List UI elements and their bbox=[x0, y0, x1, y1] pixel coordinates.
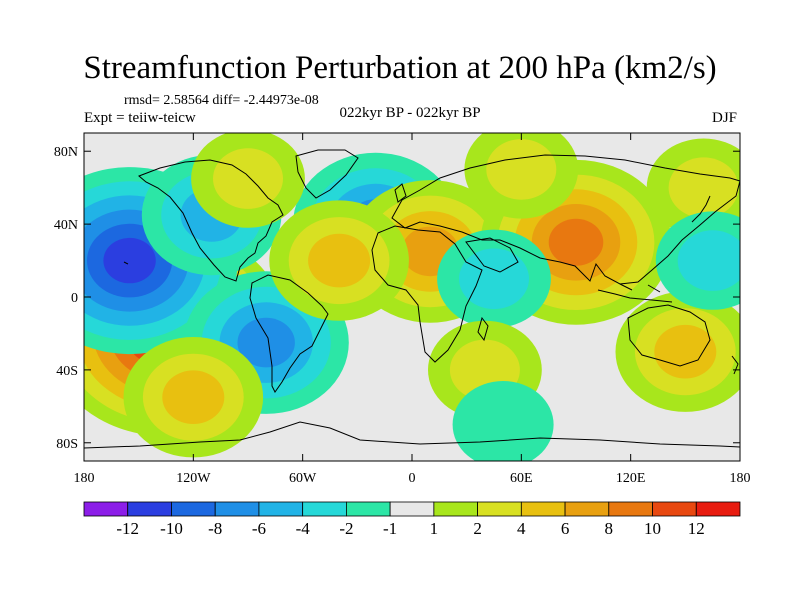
y-axis: 80N 40N 0 40S 80S bbox=[54, 145, 740, 452]
colorbar-label: -1 bbox=[383, 519, 397, 538]
colorbar-label: 2 bbox=[473, 519, 482, 538]
period-label: 022kyr BP - 022kyr BP bbox=[339, 105, 481, 121]
colorbar-swatch bbox=[345, 501, 391, 517]
colorbar-swatch bbox=[171, 501, 216, 517]
contour-feature bbox=[452, 381, 554, 461]
colorbar-swatch bbox=[477, 501, 522, 517]
contour-feature bbox=[269, 200, 409, 321]
contour-feature bbox=[191, 133, 305, 228]
contour-level-fill bbox=[668, 157, 739, 218]
contour-level-fill bbox=[452, 381, 554, 461]
colorbar-swatch bbox=[302, 501, 347, 517]
y-tick-label: 80S bbox=[56, 437, 78, 452]
colorbar-label: 12 bbox=[688, 519, 705, 538]
x-tick-label: 60W bbox=[289, 471, 317, 486]
experiment-label: Expt = teiiw-teicw bbox=[84, 110, 196, 126]
colorbar-label: 1 bbox=[430, 519, 439, 538]
axes: 180 120W 60W 0 60E 120E 180 80N 40N 0 40S 80S bbox=[54, 133, 751, 486]
colorbar-swatch bbox=[214, 501, 260, 517]
coastline-north-america bbox=[138, 159, 284, 282]
colorbar-label: 4 bbox=[517, 519, 526, 538]
coastline-arabia bbox=[465, 237, 519, 273]
coastline-greenland bbox=[295, 149, 359, 199]
colorbar-swatch bbox=[389, 501, 435, 517]
colorbar-label: 10 bbox=[644, 519, 661, 538]
x-tick-label: 60E bbox=[510, 471, 533, 486]
contour-feature bbox=[123, 337, 264, 458]
colorbar-label: -10 bbox=[160, 519, 183, 538]
contour-level-fill bbox=[213, 148, 283, 209]
colorbar-swatch bbox=[83, 501, 129, 517]
coastline-japan bbox=[691, 195, 711, 223]
coastline-australia bbox=[627, 304, 711, 367]
y-tick-label: 40S bbox=[56, 364, 78, 379]
coastline-madagascar bbox=[477, 316, 489, 342]
colorbar-swatch bbox=[564, 501, 610, 517]
coastline-indonesia bbox=[597, 283, 673, 303]
contour-level-fill bbox=[459, 248, 529, 310]
colorbar-label: -12 bbox=[116, 519, 139, 538]
colorbar: -12 -10 -8 -6 -4 -2 -1 1 2 4 6 8 10 12 bbox=[83, 501, 741, 538]
x-axis: 180 120W 60W 0 60E 120E 180 bbox=[74, 133, 751, 486]
colorbar-swatch bbox=[652, 501, 697, 517]
colorbar-label: -8 bbox=[208, 519, 222, 538]
contour-level-fill bbox=[548, 218, 604, 266]
y-tick-label: 0 bbox=[71, 291, 78, 306]
contour-level-fill bbox=[237, 317, 295, 368]
x-tick-label: 120W bbox=[176, 471, 211, 486]
contour-level-fill bbox=[486, 139, 557, 200]
contour-level-fill bbox=[654, 324, 717, 379]
coastline-antarctica bbox=[84, 421, 740, 449]
season-label: DJF bbox=[712, 110, 738, 126]
coastline-new-zealand bbox=[731, 355, 739, 375]
x-tick-label: 180 bbox=[74, 471, 95, 486]
coastline-hawaii bbox=[123, 261, 129, 265]
colorbar-swatch bbox=[258, 501, 304, 517]
contour-feature bbox=[615, 291, 740, 412]
colorbar-swatch bbox=[433, 501, 478, 517]
colorbar-swatch bbox=[608, 501, 653, 517]
colorbar-label: 8 bbox=[605, 519, 614, 538]
contour-feature bbox=[437, 229, 551, 328]
x-tick-label: 120E bbox=[616, 471, 646, 486]
contour-level-fill bbox=[308, 233, 371, 288]
y-tick-label: 80N bbox=[54, 145, 78, 160]
colorbar-swatch bbox=[127, 501, 172, 517]
colorbar-swatch bbox=[695, 501, 741, 517]
coastlines bbox=[84, 149, 740, 449]
coastline-africa bbox=[371, 225, 483, 363]
contour-level-fill bbox=[677, 230, 740, 291]
colorbar-label: 6 bbox=[561, 519, 570, 538]
colorbar-swatch bbox=[520, 501, 566, 517]
colorbar-label: -2 bbox=[339, 519, 353, 538]
colorbar-label: -4 bbox=[296, 519, 311, 538]
contour-level-fill bbox=[103, 237, 156, 284]
x-tick-label: 0 bbox=[409, 471, 416, 486]
contour-feature bbox=[655, 211, 740, 310]
coastline-uk bbox=[394, 183, 407, 203]
contour-level-fill bbox=[162, 370, 225, 425]
coastline-south-america bbox=[249, 274, 329, 393]
stats-text: rmsd= 2.58564 diff= -2.44973e-08 bbox=[124, 93, 319, 108]
contour-feature bbox=[464, 133, 579, 219]
chart-title: Streamfunction Perturbation at 200 hPa (… bbox=[83, 50, 717, 86]
y-tick-label: 40N bbox=[54, 218, 78, 233]
x-tick-label: 180 bbox=[730, 471, 751, 486]
colorbar-label: -6 bbox=[252, 519, 266, 538]
